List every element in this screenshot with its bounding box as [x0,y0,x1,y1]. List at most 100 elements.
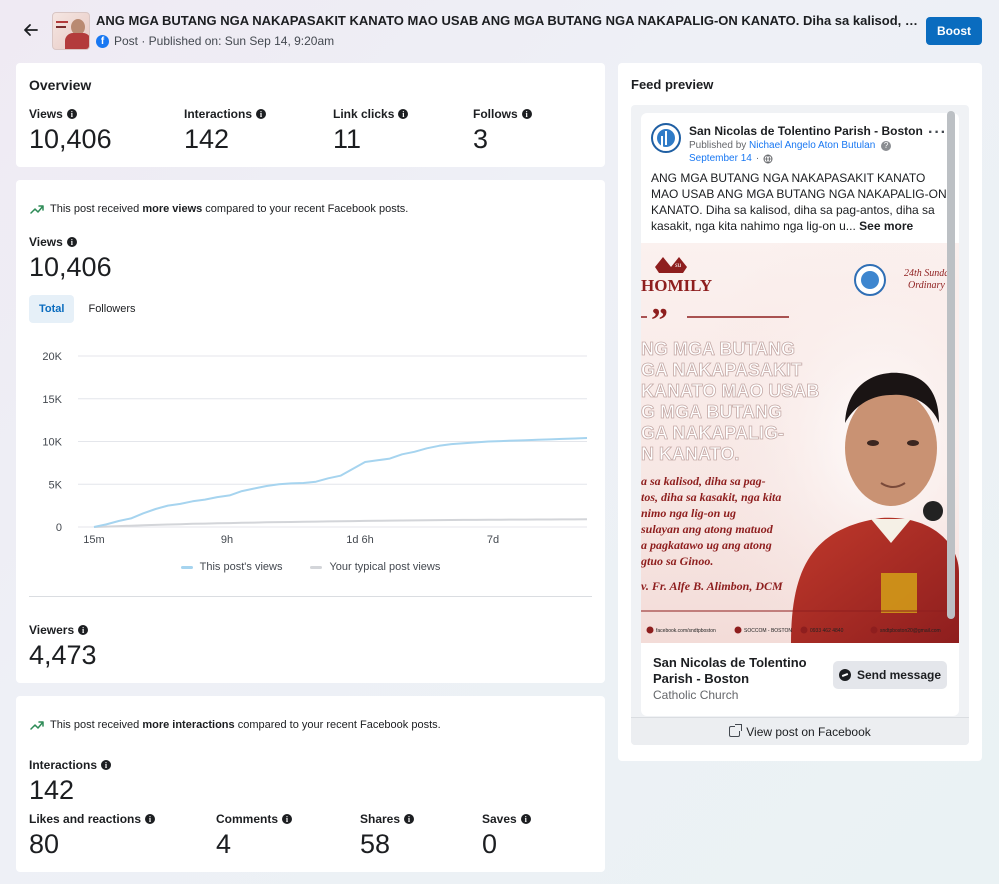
view-on-facebook-link[interactable]: View post on Facebook [631,717,969,745]
x-tick-label: 1d 6h [346,534,374,546]
svg-text:GA NAKAPASAKIT: GA NAKAPASAKIT [641,360,802,380]
x-tick-label: 9h [221,534,233,546]
feed-preview-card: Feed preview San Nicolas de Tolentino Pa… [618,63,982,761]
metric-value: 142 [29,775,75,805]
metric-label: Interactions [29,758,98,772]
metric-follows: Follows i 3 [473,107,532,155]
interactions-trend-note: This post received more interactions com… [30,719,441,731]
info-icon[interactable]: i [282,814,293,824]
chart-legend: This post's views Your typical post view… [16,561,605,573]
post-body: ANG MGA BUTANG NGA NAKAPASAKIT KANATO MA… [651,171,947,233]
svg-text:NG MGA BUTANG: NG MGA BUTANG [641,339,795,359]
metric-value: 4 [216,829,232,859]
help-icon[interactable]: ? [881,141,892,151]
metric-value: 0 [482,829,498,859]
info-icon[interactable]: i [145,814,156,824]
footer-page-name[interactable]: San Nicolas de Tolentino Parish - Boston [653,655,807,686]
svg-text:a pagkatawo ug ang atong: a pagkatawo ug ang atong [641,538,772,552]
svg-text:sulayan ang atong matuod: sulayan ang atong matuod [641,522,774,536]
info-icon[interactable]: i [521,109,532,119]
legend-item: Your typical post views [310,561,440,573]
published-by-prefix: Published by [689,140,750,151]
tab-total[interactable]: Total [29,295,75,323]
page-logo[interactable] [651,123,681,153]
info-icon[interactable]: i [66,237,77,247]
metric-label: Follows [473,107,518,121]
info-icon[interactable]: i [66,109,77,119]
metric-value: 142 [184,124,230,154]
priest-face [845,390,937,506]
viewers-metric: Viewers i 4,473 [29,623,97,671]
svg-text:sndtpboston20@gmail.com: sndtpboston20@gmail.com [880,628,941,634]
metric-label: Comments [216,812,279,826]
views-line-chart: 20K 15K 10K 5K 0 15m 9h 1d 6h 7d [42,351,588,546]
svg-text:N KANATO.: N KANATO. [641,444,739,464]
see-more-link[interactable]: See more [859,219,914,233]
info-icon[interactable]: i [101,760,112,770]
homily-headline: NG MGA BUTANG GA NAKAPASAKIT KANATO MAO … [641,339,820,465]
feed-preview-heading: Feed preview [631,77,714,92]
published-by: Published by Nichael Angelo Aton Butulan… [689,140,892,151]
metric-value: 80 [29,829,60,859]
tab-followers[interactable]: Followers [88,303,136,315]
interactions-card: This post received more interactions com… [16,696,605,872]
y-tick-label: 10K [42,437,62,449]
footer-page-category: Catholic Church [653,688,739,702]
messenger-icon [838,669,851,681]
legend-item: This post's views [180,561,282,573]
post-subtitle: f Post · Published on: Sun Sep 14, 9:20a… [96,34,334,48]
post-meta: Post · Published on: Sun Sep 14, 9:20am [114,34,335,48]
interactions-metric: Interactions i 142 [29,758,112,806]
info-icon[interactable]: i [520,814,531,824]
metric-views: Views i 10,406 [29,107,112,155]
views-tabs: Total Followers [29,295,146,323]
homily-logo [655,257,687,273]
legend-swatch [310,565,323,569]
metric-label: Views [29,107,63,121]
metric-shares: Shares i 58 [360,812,415,860]
info-icon[interactable]: i [404,814,415,824]
overview-heading: Overview [29,77,92,93]
send-message-button[interactable]: Send message [833,661,947,689]
metric-label: Link clicks [333,107,395,121]
homily-graphic: su HOMILY 24th Sunday Ordinary T ” [641,243,959,643]
post-image[interactable]: su HOMILY 24th Sunday Ordinary T ” [641,243,959,643]
metric-value: 10,406 [29,252,112,282]
preview-scrollbar[interactable] [947,111,955,619]
y-tick-label: 15K [42,394,62,406]
info-icon[interactable]: i [398,109,409,119]
trend-up-icon [30,721,44,730]
svg-text:KANATO MAO USAB: KANATO MAO USAB [641,381,819,401]
homily-body: a sa kalisod, diha sa pag- tos, diha sa … [641,474,781,568]
metric-label: Viewers [29,623,75,637]
svg-text:tos, diha sa kasakit, nga kita: tos, diha sa kasakit, nga kita [641,490,781,504]
boost-button[interactable]: Boost [926,17,982,45]
info-icon[interactable]: i [78,625,89,635]
x-tick-label: 15m [83,534,104,546]
metric-saves: Saves i 0 [482,812,531,860]
trend-text: This post received [50,203,143,215]
svg-text:facebook.com/sndtpboston: facebook.com/sndtpboston [656,628,716,634]
quote-mark: ” [651,302,668,339]
metric-value: 10,406 [29,124,112,154]
metric-likes-reactions: Likes and reactions i 80 [29,812,156,860]
x-tick-label: 7d [487,534,499,546]
publisher-link[interactable]: Nichael Angelo Aton Butulan [749,140,876,151]
metric-value: 3 [473,124,489,154]
svg-text:GA NAKAPALIG-: GA NAKAPALIG- [641,423,784,443]
post-date-text[interactable]: September 14 [689,153,752,164]
post-date: September 14 · [689,153,773,164]
homily-signature: v. Fr. Alfe B. Alimbon, DCM [641,579,783,593]
post-text: ANG MGA BUTANG NGA NAKAPASAKIT KANATO MA… [651,170,951,234]
legend-swatch [180,565,193,569]
svg-text:su: su [675,261,682,269]
page-name[interactable]: San Nicolas de Tolentino Parish - Boston [689,124,923,138]
metric-link-clicks: Link clicks i 11 [333,107,409,155]
top-bar: ANG MGA BUTANG NGA NAKAPASAKIT KANATO MA… [0,0,999,60]
trend-up-icon [30,205,44,214]
back-arrow-icon[interactable] [22,21,40,39]
homily-label: HOMILY [641,276,712,295]
more-options-icon[interactable]: ··· [928,124,947,141]
info-icon[interactable]: i [256,109,267,119]
series-line [93,518,588,528]
